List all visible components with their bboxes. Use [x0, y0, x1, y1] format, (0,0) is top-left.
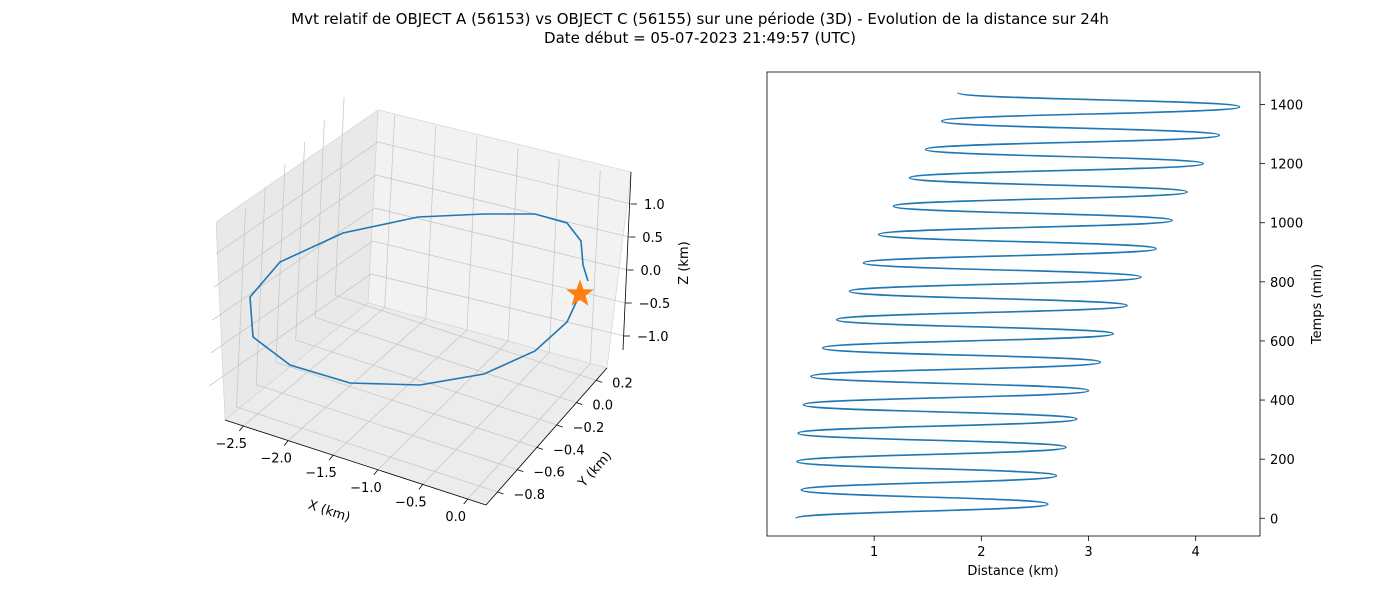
y-tick-label-2d: 1000	[1270, 217, 1303, 232]
grid-line-y-wall	[334, 97, 345, 296]
x-tick-mark-3d	[373, 469, 379, 476]
y-tick-mark-3d	[595, 379, 603, 383]
y-tick-mark-3d	[576, 402, 583, 406]
title-line-2: Date début = 05-07-2023 21:49:57 (UTC)	[544, 29, 856, 47]
x-tick-label-2d: 4	[1192, 545, 1200, 560]
grid-line-z-wall	[215, 141, 379, 255]
grid-line-x	[422, 351, 550, 485]
chart-title: Mvt relatif de OBJECT A (56153) vs OBJEC…	[0, 10, 1400, 48]
grid-line-y	[334, 294, 597, 381]
y-tick-label-2d: 0	[1270, 512, 1278, 527]
x-tick-label-3d: −2.5	[215, 437, 247, 452]
grid-line-z-wall	[214, 174, 377, 288]
y-tick-label-2d: 400	[1270, 394, 1295, 409]
y-tick-label-2d: 1400	[1270, 99, 1303, 114]
x-ticks-2d: 1 2 3 4	[870, 536, 1200, 560]
series-3d-line	[249, 213, 589, 386]
plot-2d: 1 2 3 4 0 200 400 600 800 1000 1200 1400 Distance …	[766, 71, 1325, 579]
grid-line-y	[275, 361, 538, 448]
y-tick-mark-3d	[517, 469, 524, 473]
plot-3d: −2.5 −2.0 −1.5 −1.0 −0.5 0.0 0.2 0.0 −0.2 −0.4 −0.…	[208, 97, 692, 526]
y-tick-label-3d: −0.8	[513, 488, 545, 503]
y-tick-label-2d: 200	[1270, 453, 1295, 468]
grid-line-x	[467, 363, 591, 500]
y-tick-mark-3d	[497, 491, 504, 495]
x-tick-label-3d: −1.0	[350, 481, 382, 496]
y-tick-label-3d: 0.0	[592, 399, 613, 414]
grid-line-y-wall	[314, 119, 325, 318]
y-tick-label-2d: 800	[1270, 276, 1295, 291]
grid-line-x-wall	[548, 159, 560, 353]
y-tick-label-2d: 1200	[1270, 158, 1303, 173]
grid-line-z-wall	[212, 207, 375, 321]
grid-line-x	[287, 318, 427, 441]
x-tick-label-2d: 2	[977, 545, 985, 560]
grid-line-y-wall	[236, 208, 246, 408]
x-axis-label-2d: Distance (km)	[967, 564, 1058, 579]
y-tick-label-3d: −0.2	[573, 421, 605, 436]
ticks-3d: −2.5 −2.0 −1.5 −1.0 −0.5 0.0 0.2 0.0 −0.2 −0.4 −0.…	[215, 198, 670, 525]
plot-2d-frame	[766, 71, 1261, 537]
z-tick-label-3d: −1.0	[637, 330, 669, 345]
y-tick-label-3d: −0.6	[533, 466, 565, 481]
grid-line-x	[332, 329, 468, 456]
grid-line-y	[256, 384, 518, 471]
x-tick-mark-3d	[463, 498, 469, 505]
x-tick-mark-3d	[238, 425, 244, 432]
z-tick-label-3d: 0.5	[642, 231, 663, 246]
x-tick-label-3d: 0.0	[445, 510, 466, 525]
distance-series-line	[795, 91, 1241, 520]
grid-line-y-wall	[275, 164, 286, 363]
x-tick-label-3d: −0.5	[395, 495, 427, 510]
grid-line-x-wall	[384, 114, 396, 308]
y-tick-label-3d: −0.4	[553, 443, 585, 458]
grid-line-z-wall	[208, 273, 372, 387]
x-tick-label-3d: −1.5	[305, 466, 337, 481]
y-tick-mark-3d	[536, 446, 544, 450]
y-tick-label-2d: 600	[1270, 335, 1295, 350]
y-axis-label-2d: Temps (min)	[1310, 264, 1325, 345]
grid-line-z	[377, 141, 632, 205]
grid-line-y	[295, 339, 557, 426]
grid-line-x	[243, 307, 385, 427]
grid-line-z	[374, 207, 628, 271]
x-tick-label-2d: 3	[1084, 545, 1092, 560]
grid-line-z-wall	[210, 240, 373, 354]
x-axis-label-3d: X (km)	[306, 498, 352, 526]
y-axis-line	[485, 367, 608, 506]
z-tick-label-3d: 0.0	[641, 264, 662, 279]
grid-3d	[208, 97, 632, 500]
z-tick-label-3d: 1.0	[644, 198, 665, 213]
z-tick-label-3d: −0.5	[639, 297, 671, 312]
x-tick-mark-3d	[418, 484, 424, 490]
x-tick-label-2d: 1	[870, 545, 878, 560]
x-tick-label-3d: −2.0	[260, 452, 292, 467]
grid-line-x-wall	[507, 148, 519, 342]
x-tick-mark-3d	[283, 440, 289, 446]
grid-line-x	[377, 340, 509, 471]
grid-line-y	[315, 317, 577, 404]
grid-line-y-wall	[295, 141, 306, 341]
y-ticks-2d: 0 200 400 600 800 1000 1200 1400	[1260, 99, 1303, 527]
x-axis-line	[224, 419, 487, 506]
z-axis-line	[622, 171, 632, 351]
x-tick-mark-3d	[328, 454, 334, 461]
grid-line-x-wall	[425, 125, 437, 319]
grid-line-x-wall	[589, 170, 601, 364]
grid-line-z	[370, 273, 625, 337]
y-tick-label-3d: 0.2	[612, 376, 633, 391]
y-tick-mark-3d	[556, 424, 563, 428]
title-line-1: Mvt relatif de OBJECT A (56153) vs OBJEC…	[291, 10, 1109, 28]
grid-line-y	[236, 406, 498, 493]
start-marker-star	[566, 279, 594, 306]
z-axis-label-3d: Z (km)	[677, 241, 692, 284]
grid-line-z	[376, 174, 630, 238]
